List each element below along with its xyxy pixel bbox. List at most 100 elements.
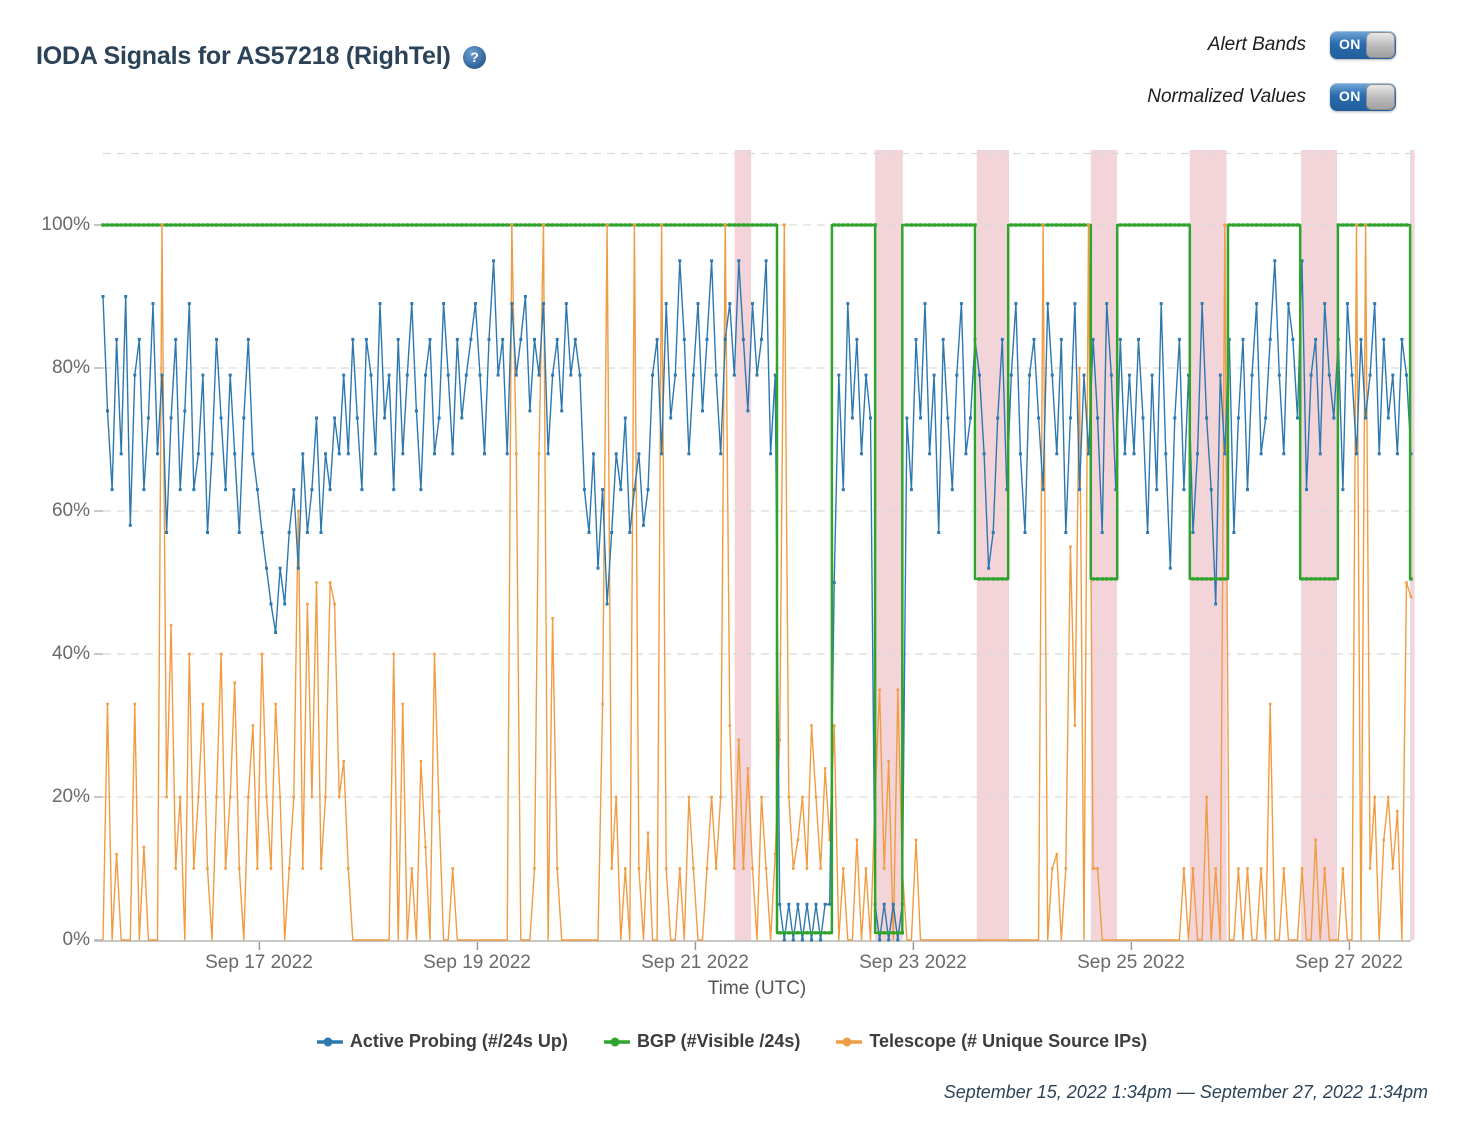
telescope-marker (1409, 595, 1413, 599)
bgp-marker (464, 223, 468, 227)
alert-bands-toggle[interactable]: ON (1330, 31, 1396, 59)
bgp-marker (396, 223, 400, 227)
bgp-marker (837, 223, 841, 227)
bgp-marker (1150, 223, 1154, 227)
active-probing-marker (1018, 452, 1022, 456)
active-probing-marker (810, 938, 813, 942)
legend-marker-icon (603, 1037, 630, 1046)
bgp-marker (1200, 577, 1204, 581)
bgp-marker (578, 223, 582, 227)
x-tick-label: Sep 21 2022 (641, 952, 749, 973)
active-probing-marker (419, 488, 423, 492)
bgp-marker (691, 223, 696, 227)
legend-item[interactable]: Active Probing (#/24s Up) (316, 1031, 568, 1052)
bgp-marker (491, 223, 496, 227)
toggle-on-text: ON (1339, 36, 1361, 52)
telescope-marker (269, 867, 273, 870)
bgp-marker (1014, 223, 1018, 227)
active-probing-marker (333, 416, 337, 420)
telescope-marker (319, 867, 323, 870)
bgp-marker (1309, 577, 1313, 581)
bgp-marker (410, 223, 414, 227)
telescope-marker (737, 738, 741, 742)
bgp-marker (446, 223, 450, 227)
bgp-marker (800, 931, 805, 935)
bgp-marker (1105, 577, 1109, 581)
telescope-marker (1223, 223, 1227, 227)
active-probing-marker (101, 295, 105, 298)
telescope-marker (301, 867, 305, 870)
telescope-marker (1373, 795, 1376, 799)
active-probing-marker (260, 531, 264, 534)
bgp-marker (946, 223, 950, 227)
telescope-marker (614, 795, 618, 799)
bgp-marker (1291, 223, 1295, 227)
active-probing-marker (1296, 416, 1299, 420)
active-probing-marker (1096, 416, 1100, 420)
bgp-marker (596, 223, 600, 227)
active-probing-marker (160, 373, 164, 377)
legend-item[interactable]: BGP (#Visible /24s) (603, 1031, 800, 1052)
active-probing-marker (451, 452, 455, 456)
bgp-marker (855, 223, 859, 227)
bgp-marker (451, 223, 455, 227)
bgp-marker (351, 223, 355, 227)
telescope-marker (664, 867, 668, 870)
active-probing-marker (1037, 416, 1041, 420)
bgp-marker (296, 223, 300, 227)
active-probing-marker (1377, 452, 1381, 456)
active-probing-marker (1087, 452, 1090, 456)
active-probing-marker (115, 337, 119, 341)
active-probing-marker (1209, 488, 1213, 492)
active-probing-marker (287, 531, 291, 534)
active-probing-marker (746, 409, 750, 413)
bgp-marker (950, 223, 954, 227)
telescope-marker (1055, 852, 1059, 856)
bgp-marker (719, 223, 723, 227)
active-probing-marker (1168, 566, 1172, 570)
bgp-marker (1127, 223, 1132, 227)
normalized-values-toggle[interactable]: ON (1330, 83, 1396, 111)
telescope-marker (796, 838, 800, 842)
telescope-marker (337, 795, 341, 799)
bgp-marker (982, 577, 986, 581)
bgp-marker (1386, 223, 1390, 227)
active-probing-marker (151, 302, 155, 306)
active-probing-marker (169, 416, 173, 420)
chart-plot-area[interactable] (103, 150, 1411, 940)
legend-item[interactable]: Telescope (# Unique Source IPs) (836, 1031, 1147, 1052)
telescope-marker (1091, 867, 1095, 870)
active-probing-marker (1373, 302, 1377, 306)
telescope-marker (819, 867, 822, 870)
active-probing-marker (1082, 373, 1086, 377)
active-probing-marker (514, 373, 518, 377)
bgp-marker (1282, 223, 1286, 227)
bgp-marker (864, 223, 868, 227)
active-probing-marker (773, 373, 777, 377)
bgp-marker (460, 223, 464, 227)
active-probing-marker (628, 531, 632, 534)
bgp-marker (1373, 223, 1377, 227)
bgp-marker (1395, 223, 1400, 227)
bgp-marker (591, 223, 596, 227)
active-probing-marker (1300, 259, 1304, 263)
legend-label: Telescope (# Unique Source IPs) (869, 1031, 1148, 1051)
bgp-marker (178, 223, 182, 227)
bgp-marker (346, 223, 350, 227)
bgp-marker (373, 223, 378, 227)
bgp-marker (909, 223, 914, 227)
telescope-marker (1041, 223, 1045, 227)
bgp-marker (787, 931, 791, 935)
active-probing-marker (1314, 337, 1318, 341)
legend-marker-icon (836, 1037, 863, 1046)
bgp-marker (214, 223, 219, 227)
active-probing-marker (1264, 416, 1268, 420)
bgp-marker (646, 223, 650, 227)
telescope-marker (782, 223, 786, 227)
help-icon[interactable]: ? (463, 46, 486, 69)
active-probing-marker (828, 902, 832, 906)
telescope-marker (133, 702, 137, 706)
bgp-marker (1400, 223, 1404, 227)
bgp-marker (932, 223, 936, 227)
active-probing-marker (1241, 337, 1245, 341)
